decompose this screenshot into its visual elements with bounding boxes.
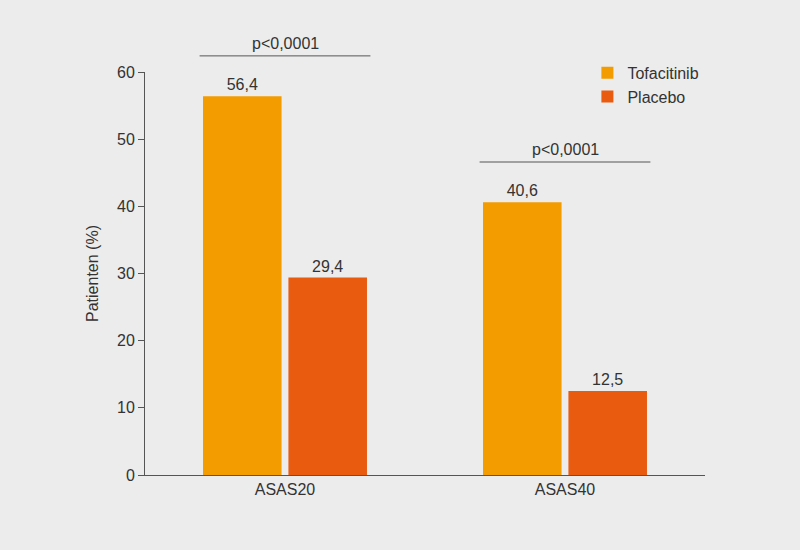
svg-text:40,6: 40,6 — [507, 182, 538, 199]
svg-text:12,5: 12,5 — [592, 371, 623, 388]
svg-text:56,4: 56,4 — [227, 76, 258, 93]
svg-text:Placebo: Placebo — [627, 89, 685, 106]
svg-text:10: 10 — [117, 399, 135, 416]
svg-text:40: 40 — [117, 198, 135, 215]
svg-text:50: 50 — [117, 131, 135, 148]
svg-text:60: 60 — [117, 64, 135, 81]
svg-text:20: 20 — [117, 332, 135, 349]
svg-text:0: 0 — [126, 467, 135, 484]
svg-text:29,4: 29,4 — [312, 258, 343, 275]
svg-text:30: 30 — [117, 265, 135, 282]
svg-text:ASAS40: ASAS40 — [535, 481, 596, 498]
svg-text:Patienten (%): Patienten (%) — [84, 225, 101, 322]
svg-text:ASAS20: ASAS20 — [255, 481, 316, 498]
svg-text:p<0,0001: p<0,0001 — [532, 141, 599, 158]
svg-text:p<0,0001: p<0,0001 — [252, 35, 319, 52]
svg-text:Tofacitinib: Tofacitinib — [627, 65, 698, 82]
